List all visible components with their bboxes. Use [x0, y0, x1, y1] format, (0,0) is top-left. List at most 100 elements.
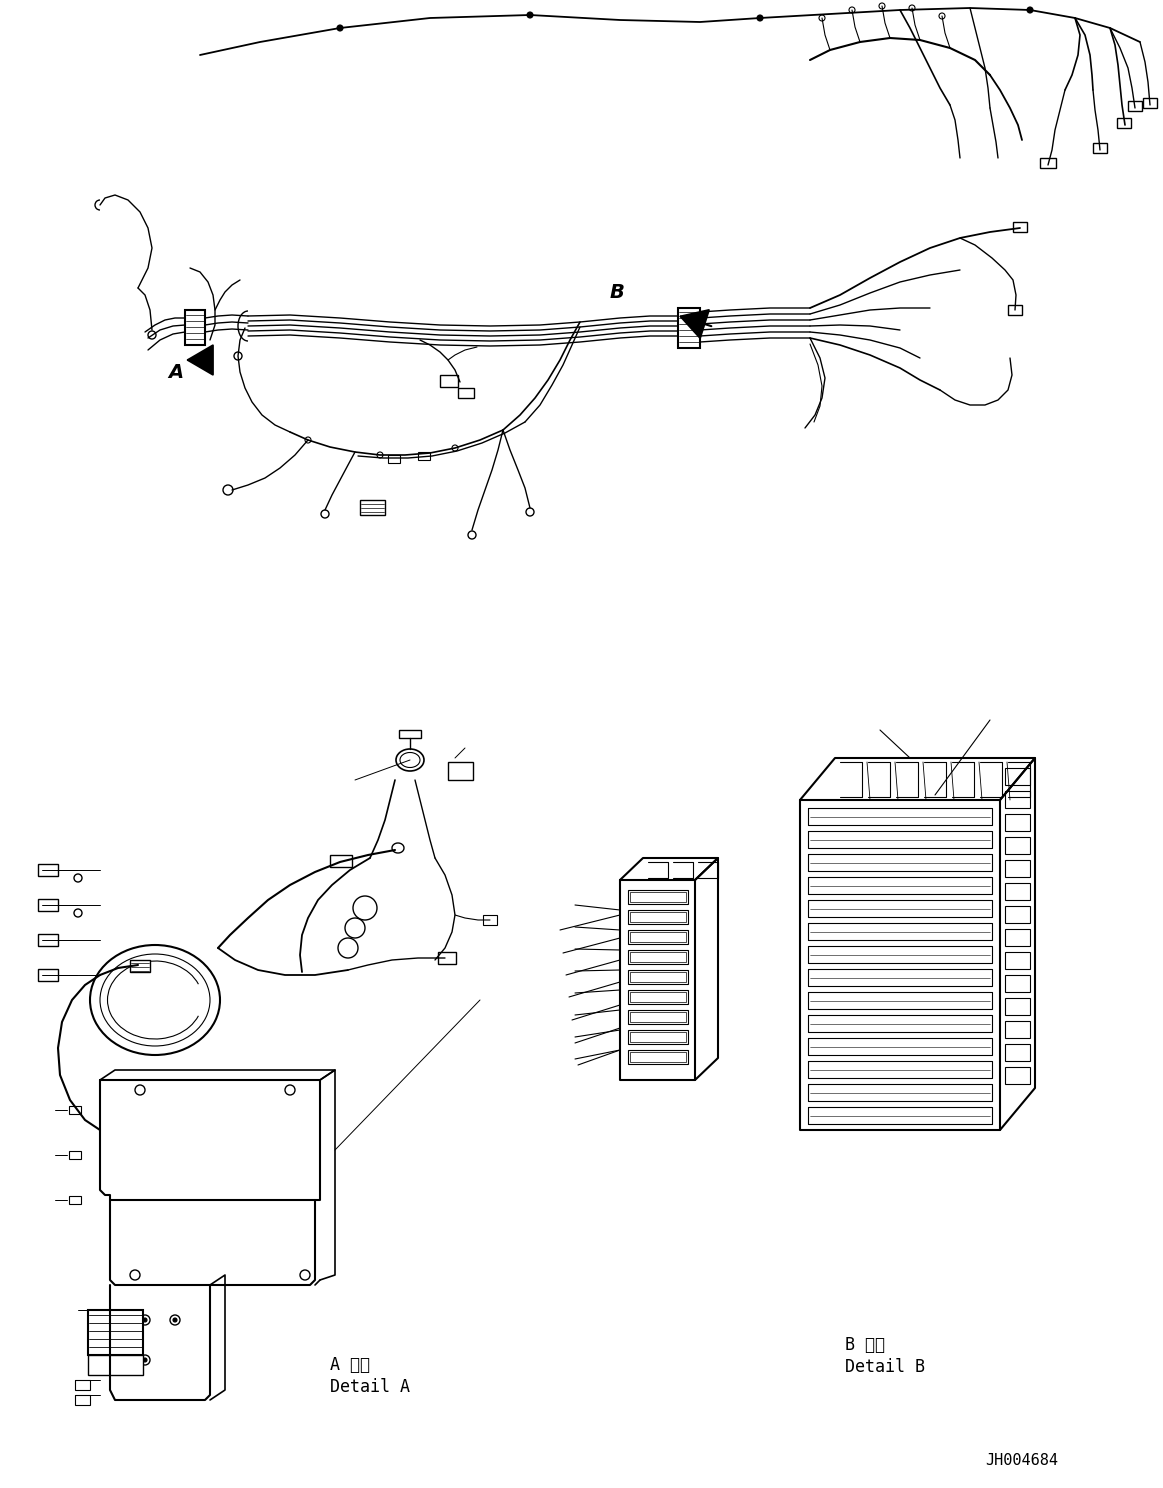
Circle shape: [140, 1356, 150, 1364]
Circle shape: [143, 1318, 147, 1321]
Text: Detail B: Detail B: [846, 1359, 925, 1376]
Bar: [185, 310, 205, 345]
Bar: [1005, 906, 1030, 923]
Circle shape: [135, 1085, 145, 1095]
Bar: [678, 308, 700, 348]
Bar: [74, 1396, 90, 1405]
Circle shape: [74, 873, 83, 882]
Bar: [330, 856, 352, 868]
Bar: [630, 992, 686, 1001]
Bar: [628, 1051, 688, 1064]
Bar: [1005, 975, 1030, 992]
Bar: [38, 969, 58, 981]
Circle shape: [305, 437, 311, 443]
Bar: [74, 1379, 90, 1390]
Bar: [630, 1012, 686, 1022]
Bar: [38, 899, 58, 911]
Bar: [88, 1309, 143, 1356]
Bar: [628, 1010, 688, 1024]
Bar: [361, 500, 385, 515]
Bar: [1093, 143, 1107, 153]
Bar: [388, 455, 400, 463]
Bar: [483, 915, 497, 926]
Bar: [1116, 118, 1130, 128]
Bar: [1005, 836, 1030, 854]
Bar: [1008, 305, 1022, 315]
Circle shape: [285, 1085, 295, 1095]
Bar: [630, 1033, 686, 1042]
Bar: [1005, 1045, 1030, 1061]
Bar: [1005, 929, 1030, 946]
Bar: [1040, 158, 1056, 168]
Bar: [38, 865, 58, 876]
Circle shape: [234, 353, 242, 360]
Text: Detail A: Detail A: [330, 1378, 411, 1396]
Bar: [130, 960, 150, 972]
Bar: [440, 375, 458, 387]
Bar: [458, 388, 475, 397]
Bar: [628, 911, 688, 924]
Bar: [1005, 1021, 1030, 1039]
Bar: [1005, 952, 1030, 969]
Bar: [69, 1106, 81, 1115]
Bar: [438, 952, 456, 964]
Bar: [630, 891, 686, 902]
Bar: [630, 1052, 686, 1062]
Circle shape: [321, 510, 329, 518]
Bar: [88, 1356, 143, 1375]
Bar: [1005, 792, 1030, 808]
Bar: [38, 934, 58, 946]
Circle shape: [300, 1269, 311, 1280]
Bar: [628, 970, 688, 984]
Bar: [630, 912, 686, 923]
Bar: [1128, 101, 1142, 112]
Bar: [1005, 860, 1030, 876]
Bar: [399, 731, 421, 738]
Bar: [69, 1196, 81, 1204]
Text: A: A: [167, 363, 183, 382]
Bar: [69, 1152, 81, 1159]
Circle shape: [526, 507, 534, 516]
Text: A 詳細: A 詳細: [330, 1356, 370, 1373]
Circle shape: [377, 452, 383, 458]
Bar: [628, 949, 688, 964]
Bar: [630, 972, 686, 982]
Circle shape: [143, 1359, 147, 1362]
Circle shape: [223, 485, 233, 496]
Bar: [1143, 98, 1157, 109]
Circle shape: [527, 12, 533, 18]
Circle shape: [879, 3, 885, 9]
Bar: [628, 1030, 688, 1045]
Circle shape: [849, 7, 855, 13]
Circle shape: [1027, 7, 1033, 13]
Bar: [1005, 814, 1030, 830]
Text: JH004684: JH004684: [985, 1452, 1058, 1469]
Circle shape: [909, 4, 915, 10]
Circle shape: [757, 15, 763, 21]
Bar: [628, 990, 688, 1004]
Bar: [1005, 882, 1030, 900]
Bar: [630, 952, 686, 963]
Circle shape: [939, 13, 946, 19]
Circle shape: [173, 1318, 177, 1321]
Bar: [630, 931, 686, 942]
Text: B 詳細: B 詳細: [846, 1336, 885, 1354]
Bar: [628, 890, 688, 905]
Bar: [1005, 998, 1030, 1015]
Bar: [1005, 768, 1030, 786]
Bar: [1013, 222, 1027, 232]
Bar: [448, 762, 473, 780]
Circle shape: [148, 330, 156, 339]
Circle shape: [140, 1315, 150, 1324]
Circle shape: [337, 25, 343, 31]
Text: B: B: [611, 283, 625, 302]
Circle shape: [130, 1269, 140, 1280]
Bar: [1005, 1067, 1030, 1083]
Circle shape: [468, 531, 476, 539]
Circle shape: [170, 1315, 180, 1324]
Circle shape: [819, 15, 825, 21]
Bar: [418, 452, 430, 460]
Circle shape: [74, 909, 83, 917]
Bar: [628, 930, 688, 943]
Circle shape: [452, 445, 458, 451]
